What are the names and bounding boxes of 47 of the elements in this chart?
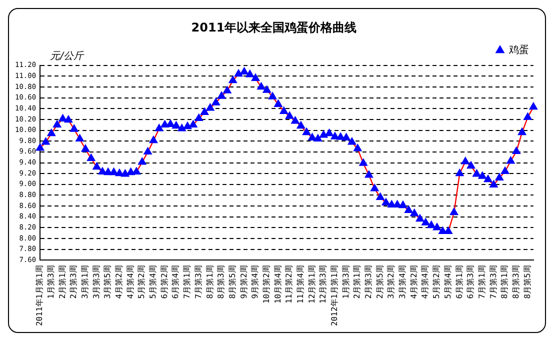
x-tick-label: 2月第3周	[69, 265, 78, 299]
x-tick-label: 2月第1周	[352, 265, 362, 299]
x-tick-label: 2月第3周	[364, 265, 374, 299]
x-tick-label: 2月第5周	[375, 265, 384, 299]
x-tick-label: 2011年1月第1周	[35, 265, 44, 326]
x-tick-label: 6月第1周	[454, 265, 464, 299]
x-tick-label: 2月第1周	[58, 265, 67, 299]
x-tick-label: 3月第4周	[398, 265, 408, 299]
x-tick-label: 3月第5周	[103, 265, 112, 299]
x-tick-label: 5月第2周	[432, 265, 442, 299]
x-tick-label: 4月第4周	[126, 265, 135, 299]
x-tick-label: 3月第1周	[80, 265, 90, 299]
x-tick-label: 3月第3周	[92, 265, 101, 299]
x-tick-label: 8月第3周	[216, 265, 226, 299]
x-tick-label: 6月第2周	[160, 265, 169, 299]
y-axis-title: 元/公斤	[50, 50, 84, 62]
x-tick-label: 8月第5周	[522, 265, 532, 299]
x-tick-label: 6月第3周	[466, 265, 476, 299]
x-tick-label: 2012年1月第1周	[330, 265, 340, 326]
x-tick-label: 10月第2周	[262, 265, 271, 304]
legend-label: 鸡蛋	[508, 44, 529, 56]
x-tick-label: 1月第3周	[341, 265, 350, 299]
x-tick-label: 6月第4周	[171, 265, 180, 299]
x-tick-label: 9月第4周	[250, 265, 260, 299]
chart-title: 2011年以来全国鸡蛋价格曲线	[191, 20, 357, 34]
x-tick-label: 8月第3周	[511, 265, 520, 299]
x-tick-label: 12月第1周	[307, 265, 316, 304]
x-tick-label: 7月第1周	[477, 265, 486, 299]
x-tick-label: 7月第3周	[488, 265, 498, 299]
x-tick-label: 7月第3周	[194, 265, 203, 299]
x-tick-label: 4月第4周	[420, 265, 430, 299]
x-tick-label: 11月第4周	[296, 265, 305, 304]
x-tick-label: 4月第2周	[409, 265, 418, 299]
x-tick-label: 9月第2周	[239, 265, 248, 299]
x-tick-label: 8月第5周	[228, 265, 237, 299]
x-tick-label: 8月第1周	[500, 265, 510, 299]
x-tick-label: 12月第3周	[318, 265, 328, 304]
x-tick-label: 5月第2周	[137, 265, 146, 299]
x-tick-label: 10月第4周	[273, 265, 282, 304]
x-tick-label: 7月第1周	[182, 265, 192, 299]
x-tick-label: 4月第2周	[114, 265, 124, 299]
x-tick-label: 3月第2周	[386, 265, 396, 299]
x-tick-label: 11月第2周	[284, 265, 294, 304]
x-tick-label: 5月第4周	[443, 265, 452, 299]
x-tick-label: 1月第3周	[46, 265, 56, 299]
x-tick-label: 5月第4周	[148, 265, 158, 299]
x-tick-label: 8月第1周	[205, 265, 214, 299]
